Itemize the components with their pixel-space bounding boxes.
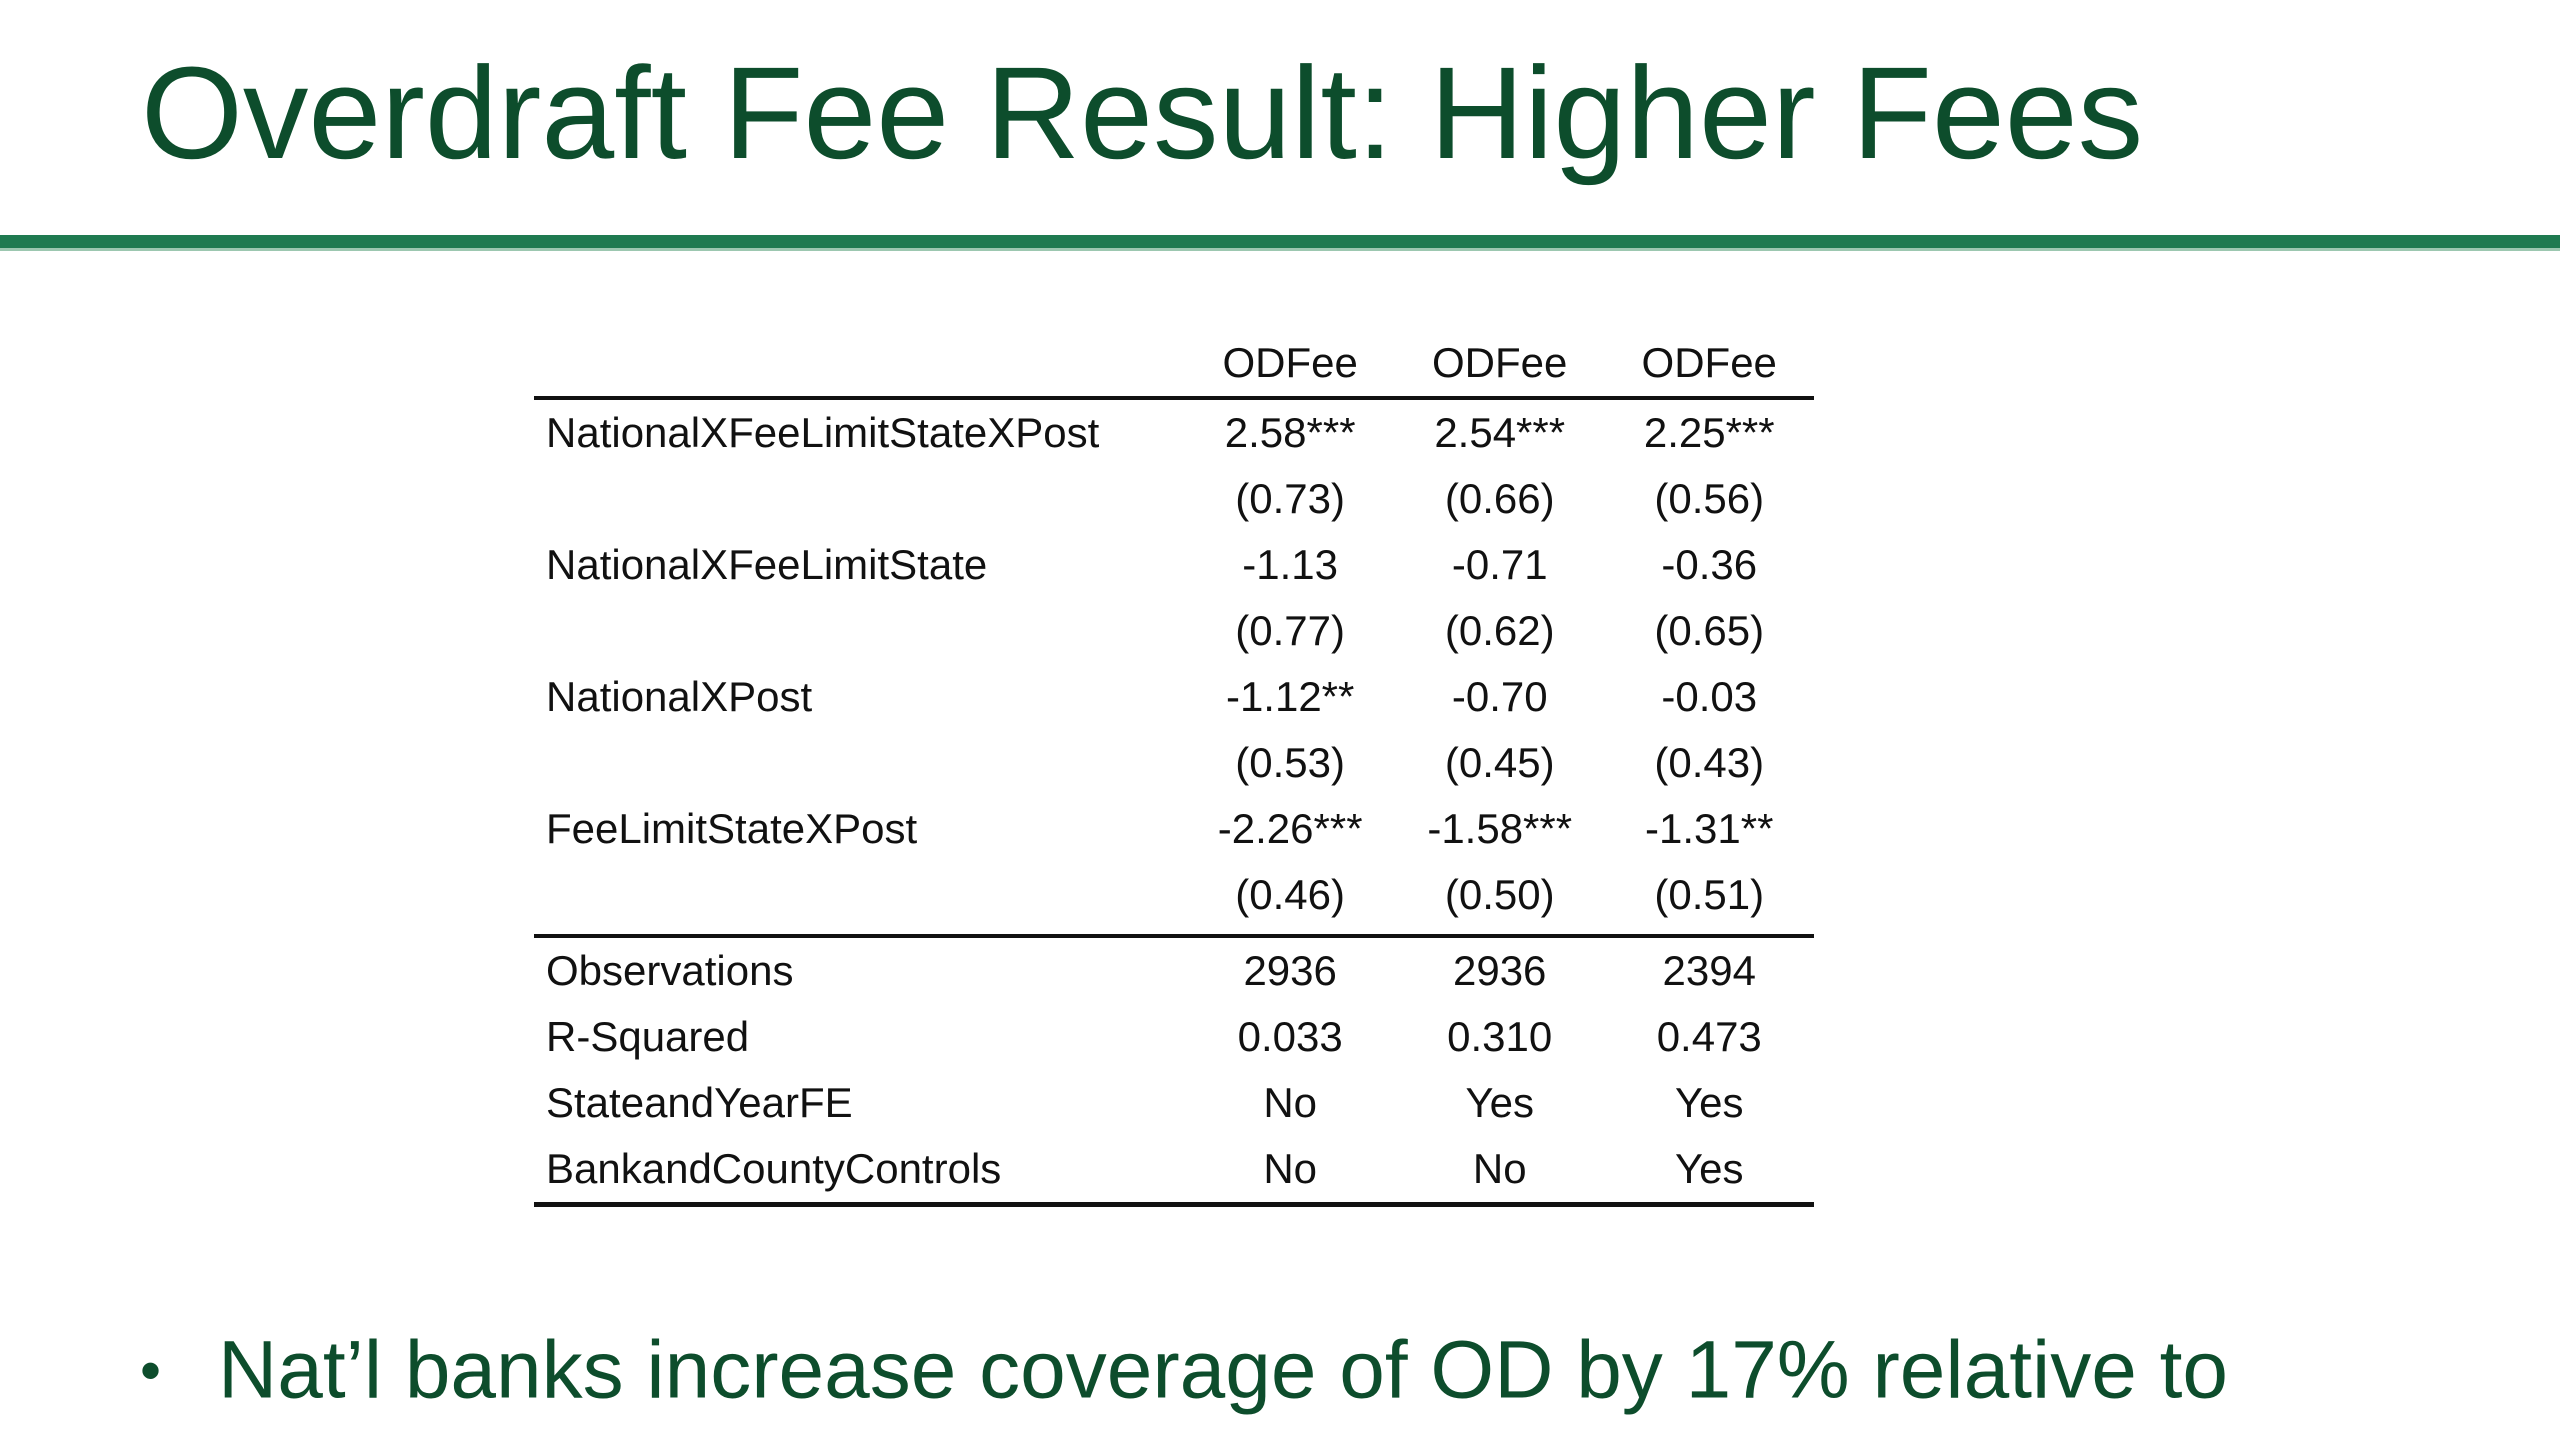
- row-label: NationalXFeeLimitState: [546, 541, 988, 588]
- table-row: NationalXFeeLimitState -1.13 -0.71 -0.36: [534, 532, 1814, 598]
- table-cell: No: [1185, 1136, 1395, 1207]
- table-cell: (0.66): [1444, 475, 1555, 522]
- table-header-col-1: ODFee: [1185, 330, 1395, 400]
- table-row: NationalXFeeLimitStateXPost 2.58*** 2.54…: [534, 398, 1814, 466]
- table-cell: Yes: [1674, 1079, 1744, 1126]
- bullet-marker: •: [140, 1336, 162, 1404]
- table-cell: (0.43): [1654, 739, 1765, 786]
- table-row: (0.53) (0.45) (0.43): [534, 730, 1814, 796]
- table-cell: Yes: [1465, 1079, 1534, 1126]
- table-cell: (0.62): [1444, 607, 1555, 654]
- table-cell: -1.58***: [1427, 805, 1573, 852]
- bullet-point: • Nat’l banks increase coverage of OD by …: [140, 1318, 2228, 1417]
- title-divider: [0, 235, 2560, 248]
- table-cell: 2936: [1185, 934, 1395, 1004]
- table-row: BankandCountyControls No No Yes: [534, 1136, 1814, 1207]
- row-label: NationalXPost: [546, 673, 813, 720]
- table-cell: 2.58***: [1224, 409, 1356, 456]
- row-label: NationalXFeeLimitStateXPost: [546, 409, 1100, 456]
- table-cell: (0.50): [1444, 871, 1555, 918]
- table-cell: -2.26***: [1217, 805, 1363, 852]
- row-label: [534, 730, 1185, 796]
- table-cell: 2394: [1604, 934, 1814, 1004]
- row-label: [534, 466, 1185, 532]
- row-label: Observations: [534, 934, 1186, 1004]
- table-cell: 0.033: [1237, 1013, 1343, 1060]
- row-label: [534, 598, 1185, 664]
- table-cell: (0.46): [1235, 871, 1346, 918]
- row-label: BankandCountyControls: [534, 1136, 1186, 1207]
- table-row: (0.46) (0.50) (0.51): [534, 862, 1814, 936]
- table-header-col-3: ODFee: [1604, 330, 1814, 400]
- table-cell: 2.54***: [1434, 409, 1566, 456]
- title-divider-shadow: [0, 248, 2560, 251]
- table-cell: (0.51): [1654, 871, 1765, 918]
- table-cell: (0.73): [1235, 475, 1346, 522]
- table-cell: No: [1263, 1079, 1318, 1126]
- table-header-row: ODFee ODFee ODFee: [534, 330, 1814, 400]
- table-cell: -0.03: [1661, 673, 1758, 720]
- table-row: (0.77) (0.62) (0.65): [534, 598, 1814, 664]
- table-cell: (0.53): [1235, 739, 1346, 786]
- table-cell: -0.70: [1451, 673, 1548, 720]
- table-cell: -1.12**: [1225, 673, 1355, 720]
- table-cell: -0.71: [1451, 541, 1548, 588]
- table-cell: -1.13: [1242, 541, 1339, 588]
- table-row: R-Squared 0.033 0.310 0.473: [534, 1004, 1814, 1070]
- table-cell: 0.310: [1447, 1013, 1553, 1060]
- bullet-text: Nat’l banks increase coverage of OD by 1…: [218, 1324, 2229, 1416]
- table-header-label: [534, 330, 1186, 400]
- table-cell: (0.65): [1654, 607, 1765, 654]
- table-header-col-2: ODFee: [1394, 330, 1605, 400]
- table-cell: -1.31**: [1645, 805, 1774, 852]
- row-label: [534, 862, 1185, 936]
- table-cell: -0.36: [1661, 541, 1758, 588]
- table-row: FeeLimitStateXPost -2.26*** -1.58*** -1.…: [534, 796, 1814, 862]
- table-row: (0.73) (0.66) (0.56): [534, 466, 1814, 532]
- table-cell: (0.45): [1444, 739, 1555, 786]
- row-label: R-Squared: [546, 1013, 750, 1060]
- table-row: NationalXPost -1.12** -0.70 -0.03: [534, 664, 1814, 730]
- row-label: FeeLimitStateXPost: [546, 805, 918, 852]
- table-cell: 2936: [1394, 934, 1605, 1004]
- regression-table: ODFee ODFee ODFee NationalXFeeLimitState…: [534, 330, 1814, 1207]
- table-row: StateandYearFE No Yes Yes: [534, 1070, 1814, 1136]
- table-cell: Yes: [1604, 1136, 1814, 1207]
- table-cell: 0.473: [1656, 1013, 1762, 1060]
- table-row: Observations 2936 2936 2394: [534, 934, 1814, 1004]
- table-cell: 2.25***: [1643, 409, 1775, 456]
- table-cell: (0.56): [1654, 475, 1765, 522]
- table-cell: No: [1394, 1136, 1605, 1207]
- slide-title: Overdraft Fee Result: Higher Fees: [141, 39, 2144, 186]
- row-label: StateandYearFE: [546, 1079, 853, 1126]
- table-cell: (0.77): [1235, 607, 1346, 654]
